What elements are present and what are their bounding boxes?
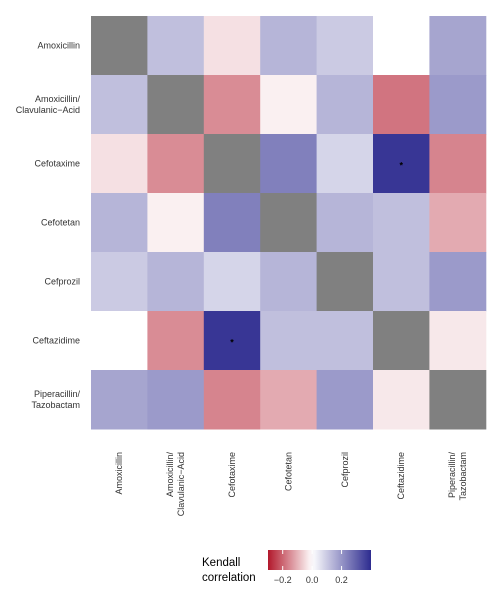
legend-color-bar [268, 550, 371, 570]
heatmap-cell [147, 134, 205, 194]
svg-text:Piperacillin/Tazobactam: Piperacillin/Tazobactam [447, 452, 468, 501]
legend-tick-label: −0.2 [274, 575, 292, 585]
svg-text:Ceftazidime: Ceftazidime [396, 452, 406, 500]
heatmap-cell [203, 16, 261, 76]
heatmap-cell [147, 75, 205, 135]
heatmap-cell [429, 16, 487, 76]
svg-text:Cefprozil: Cefprozil [340, 452, 350, 488]
row-label: Cefotaxime [34, 159, 80, 169]
heatmap-cell [429, 370, 487, 430]
heatmap-cell [91, 75, 148, 135]
heatmap-cell [429, 252, 487, 312]
heatmap-cell [316, 193, 374, 253]
heatmap-cell [429, 193, 487, 253]
heatmap-cell [429, 75, 487, 135]
svg-text:Cefotaxime: Cefotaxime [227, 452, 237, 498]
heatmap-cell [316, 16, 374, 76]
heatmap-cell [429, 134, 487, 194]
heatmap-cell [203, 75, 261, 135]
row-label: Piperacillin/Tazobactam [31, 389, 80, 410]
column-label: Ceftazidime [396, 452, 406, 500]
heatmap-cell [429, 311, 487, 371]
heatmap-cell [91, 16, 148, 76]
row-label: Amoxicillin [37, 41, 80, 51]
heatmap-cell [203, 252, 261, 312]
significance-marker: * [399, 161, 403, 171]
svg-text:Amoxicillin: Amoxicillin [114, 452, 124, 495]
legend-title-line-1: Kendall [202, 557, 240, 569]
svg-text:Amoxicillin/Clavulanic−Acid: Amoxicillin/Clavulanic−Acid [165, 452, 186, 517]
heatmap-cell [91, 252, 148, 312]
column-label: Piperacillin/Tazobactam [447, 452, 468, 501]
heatmap-cell [203, 134, 261, 194]
heatmap-cell [260, 193, 318, 253]
heatmap-cell [147, 370, 205, 430]
heatmap-cell [373, 134, 430, 194]
heatmap-cell [260, 311, 318, 371]
column-label: Cefotetan [283, 452, 293, 491]
heatmap-cell [373, 75, 430, 135]
row-label: Cefprozil [44, 277, 80, 287]
column-label: Cefotaxime [227, 452, 237, 498]
heatmap-cell [147, 16, 205, 76]
heatmap-cell [203, 370, 261, 430]
heatmap-cell [316, 134, 374, 194]
significance-marker: * [230, 338, 234, 348]
heatmap-cell [260, 75, 318, 135]
heatmap-cell [316, 252, 374, 312]
heatmap-cell [203, 311, 261, 371]
column-labels: Amoxicillin Amoxicillin/Clavulanic−Acid Ce… [114, 452, 468, 517]
row-label: Amoxicillin/Clavulanic−Acid [16, 94, 81, 115]
legend-tick-label: 0.0 [306, 575, 319, 585]
column-label: Amoxicillin/Clavulanic−Acid [165, 452, 186, 517]
legend-tick-label: 0.2 [335, 575, 348, 585]
heatmap-cell [260, 252, 318, 312]
heatmap-cell [373, 16, 430, 76]
heatmap-cell [316, 75, 374, 135]
heatmap-cell [260, 134, 318, 194]
heatmap-cell [147, 193, 205, 253]
heatmap-cell [91, 311, 148, 371]
heatmap-cell [91, 134, 148, 194]
heatmap-cell [373, 311, 430, 371]
heatmap-cell [147, 311, 205, 371]
heatmap-cell [373, 370, 430, 430]
heatmap-cell [91, 193, 148, 253]
heatmap-cells [91, 16, 487, 430]
heatmap-cell [260, 16, 318, 76]
heatmap-cell [203, 193, 261, 253]
legend-title-line-2: correlation [202, 572, 256, 584]
heatmap-cell [373, 252, 430, 312]
row-label: Ceftazidime [32, 336, 80, 346]
heatmap-cell [316, 370, 374, 430]
column-label: Cefprozil [340, 452, 350, 488]
legend-ticks: −0.2 0.0 0.2 [274, 550, 348, 585]
row-label: Cefotetan [41, 218, 80, 228]
svg-text:Cefotetan: Cefotetan [283, 452, 293, 491]
heatmap-cell [373, 193, 430, 253]
column-label: Amoxicillin [114, 452, 124, 495]
heatmap-cell [316, 311, 374, 371]
heatmap-cell [260, 370, 318, 430]
legend: Kendall correlation −0.2 0.0 0.2 [202, 550, 371, 585]
row-labels: Amoxicillin Amoxicillin/Clavulanic−Acid Ce… [16, 41, 81, 411]
significance-markers: ** [230, 161, 403, 348]
heatmap-cell [91, 370, 148, 430]
heatmap-cell [147, 252, 205, 312]
